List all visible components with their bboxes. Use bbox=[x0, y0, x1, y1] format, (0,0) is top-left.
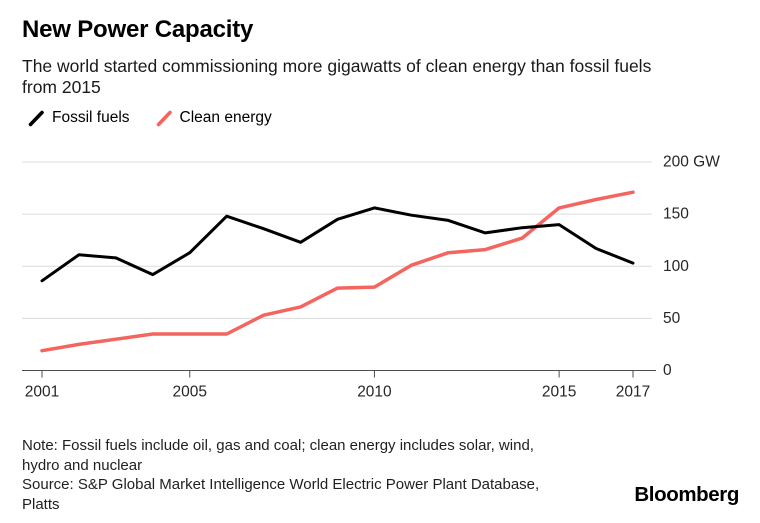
bloomberg-logo: Bloomberg bbox=[634, 483, 739, 506]
legend-item-clean-energy: Clean energy bbox=[156, 109, 272, 127]
chart-source: Source: S&P Global Market Intelligence W… bbox=[22, 476, 540, 513]
line-chart: 0 50 100 150 200 GW 2001 2005 2010 2015 2017 bbox=[22, 154, 720, 401]
fossil-fuels-line bbox=[40, 206, 635, 283]
y-tick-label: 200 GW bbox=[663, 154, 720, 171]
chart-note: Note: Fossil fuels include oil, gas and … bbox=[22, 437, 534, 474]
x-tick-label: 2010 bbox=[357, 384, 392, 401]
y-tick-label: 150 bbox=[663, 206, 689, 223]
chart-title: New Power Capacity bbox=[22, 16, 254, 43]
legend-label-clean-energy: Clean energy bbox=[179, 109, 272, 126]
y-tick-label: 50 bbox=[663, 310, 681, 327]
y-tick-label: 100 bbox=[663, 258, 689, 275]
legend: Fossil fuels Clean energy bbox=[28, 109, 272, 127]
fossil-line-icon bbox=[28, 110, 44, 126]
legend-item-fossil-fuels: Fossil fuels bbox=[28, 109, 130, 127]
x-tick-label: 2001 bbox=[25, 384, 59, 401]
legend-label-fossil-fuels: Fossil fuels bbox=[52, 109, 130, 126]
chart-subtitle: The world started commissioning more gig… bbox=[22, 56, 652, 97]
clean-energy-line bbox=[40, 190, 635, 353]
y-tick-label: 0 bbox=[663, 362, 672, 379]
x-tick-label: 2017 bbox=[616, 384, 650, 401]
x-tick-label: 2015 bbox=[542, 384, 576, 401]
x-tick-label: 2005 bbox=[173, 384, 207, 401]
clean-line-icon bbox=[156, 110, 172, 126]
